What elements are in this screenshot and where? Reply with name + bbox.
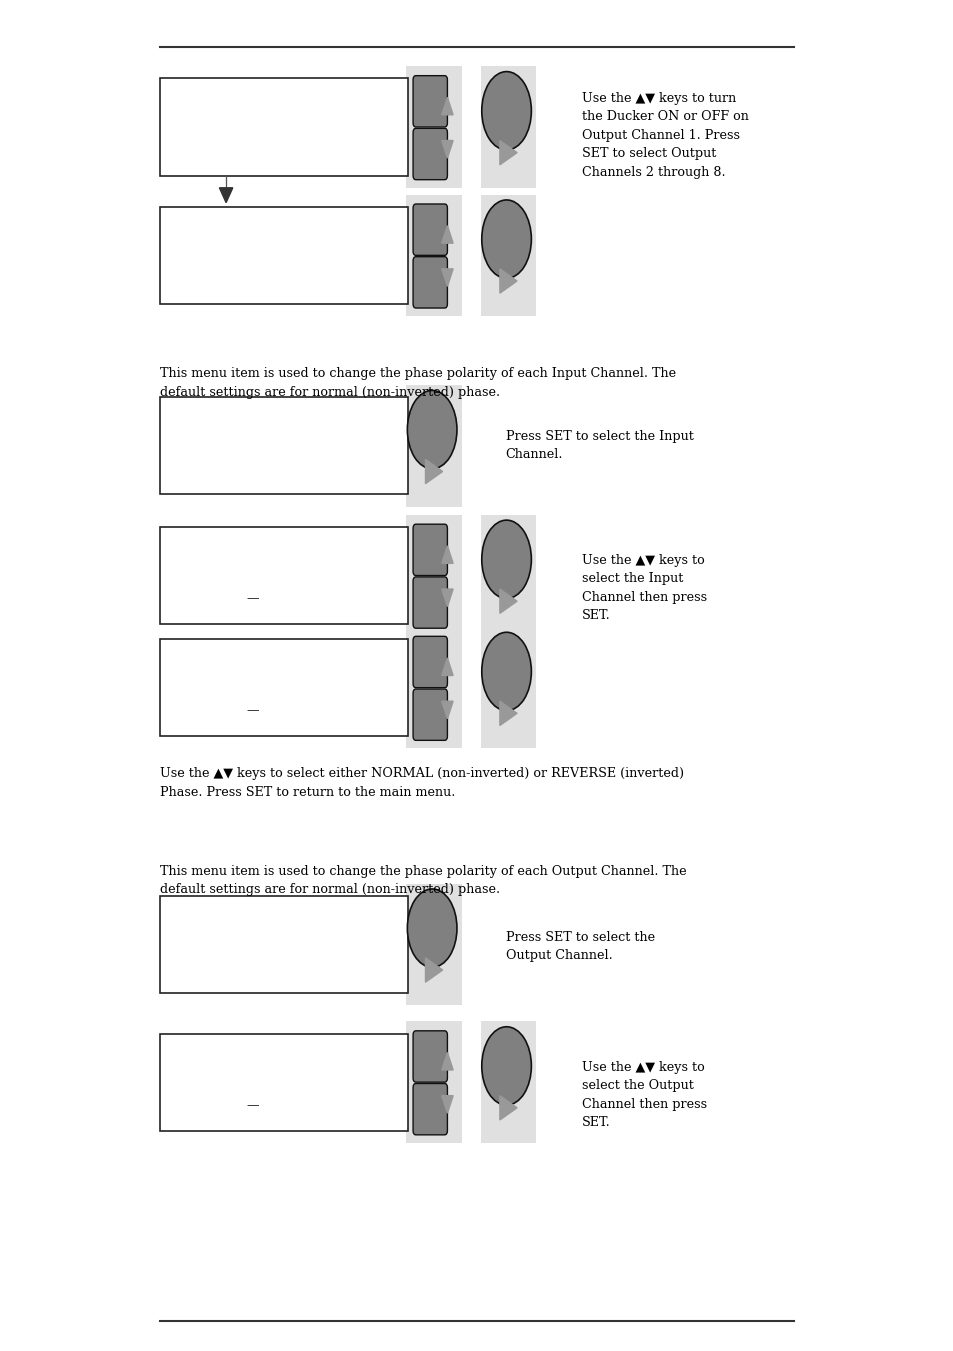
FancyBboxPatch shape xyxy=(413,76,447,127)
Polygon shape xyxy=(441,141,453,158)
FancyBboxPatch shape xyxy=(413,1031,447,1082)
Bar xyxy=(406,884,461,1005)
Polygon shape xyxy=(219,188,233,203)
Text: Use the ▲▼ keys to turn
the Ducker ON or OFF on
Output Channel 1. Press
SET to s: Use the ▲▼ keys to turn the Ducker ON or… xyxy=(581,92,748,178)
Polygon shape xyxy=(441,589,453,607)
FancyBboxPatch shape xyxy=(413,689,447,740)
Bar xyxy=(480,195,536,316)
Bar xyxy=(406,515,461,636)
Polygon shape xyxy=(441,269,453,286)
Bar xyxy=(406,385,461,507)
Text: Use the ▲▼ keys to
select the Input
Channel then press
SET.: Use the ▲▼ keys to select the Input Chan… xyxy=(581,554,706,623)
Bar xyxy=(160,397,408,494)
Text: Press SET to select the
Output Channel.: Press SET to select the Output Channel. xyxy=(505,931,654,962)
Text: Use the ▲▼ keys to
select the Output
Channel then press
SET.: Use the ▲▼ keys to select the Output Cha… xyxy=(581,1061,706,1129)
Bar xyxy=(406,1021,461,1143)
Ellipse shape xyxy=(407,390,456,469)
Bar xyxy=(406,627,461,748)
Polygon shape xyxy=(441,226,453,243)
Bar xyxy=(160,1034,408,1131)
Text: This menu item is used to change the phase polarity of each Output Channel. The
: This menu item is used to change the pha… xyxy=(160,865,686,896)
Bar xyxy=(160,639,408,736)
FancyBboxPatch shape xyxy=(413,524,447,576)
FancyBboxPatch shape xyxy=(413,128,447,180)
Ellipse shape xyxy=(481,520,531,598)
FancyBboxPatch shape xyxy=(413,1084,447,1135)
Bar xyxy=(480,66,536,188)
Bar xyxy=(160,896,408,993)
Polygon shape xyxy=(441,658,453,676)
Polygon shape xyxy=(499,141,517,165)
Ellipse shape xyxy=(481,1027,531,1105)
Text: Press SET to select the Input
Channel.: Press SET to select the Input Channel. xyxy=(505,430,693,461)
Polygon shape xyxy=(499,269,517,293)
Bar xyxy=(160,527,408,624)
Polygon shape xyxy=(441,1052,453,1070)
Bar xyxy=(160,207,408,304)
Text: —: — xyxy=(246,592,259,605)
Text: Use the ▲▼ keys to select either NORMAL (non-inverted) or REVERSE (inverted)
Pha: Use the ▲▼ keys to select either NORMAL … xyxy=(160,767,683,798)
Ellipse shape xyxy=(481,632,531,711)
Polygon shape xyxy=(441,1096,453,1113)
Bar xyxy=(160,78,408,176)
Text: —: — xyxy=(246,704,259,717)
Bar xyxy=(480,515,536,636)
Polygon shape xyxy=(425,958,442,982)
FancyBboxPatch shape xyxy=(413,577,447,628)
Bar xyxy=(406,66,461,188)
Ellipse shape xyxy=(481,72,531,150)
Polygon shape xyxy=(499,701,517,725)
Bar xyxy=(480,1021,536,1143)
FancyBboxPatch shape xyxy=(413,204,447,255)
Polygon shape xyxy=(441,701,453,719)
FancyBboxPatch shape xyxy=(413,636,447,688)
Polygon shape xyxy=(441,97,453,115)
Bar xyxy=(406,195,461,316)
Text: —: — xyxy=(246,1098,259,1112)
Polygon shape xyxy=(499,1096,517,1120)
Ellipse shape xyxy=(407,889,456,967)
Polygon shape xyxy=(499,589,517,613)
Polygon shape xyxy=(425,459,442,484)
Text: This menu item is used to change the phase polarity of each Input Channel. The
d: This menu item is used to change the pha… xyxy=(160,367,676,399)
Ellipse shape xyxy=(481,200,531,278)
Polygon shape xyxy=(441,546,453,563)
Bar xyxy=(480,627,536,748)
FancyBboxPatch shape xyxy=(413,257,447,308)
